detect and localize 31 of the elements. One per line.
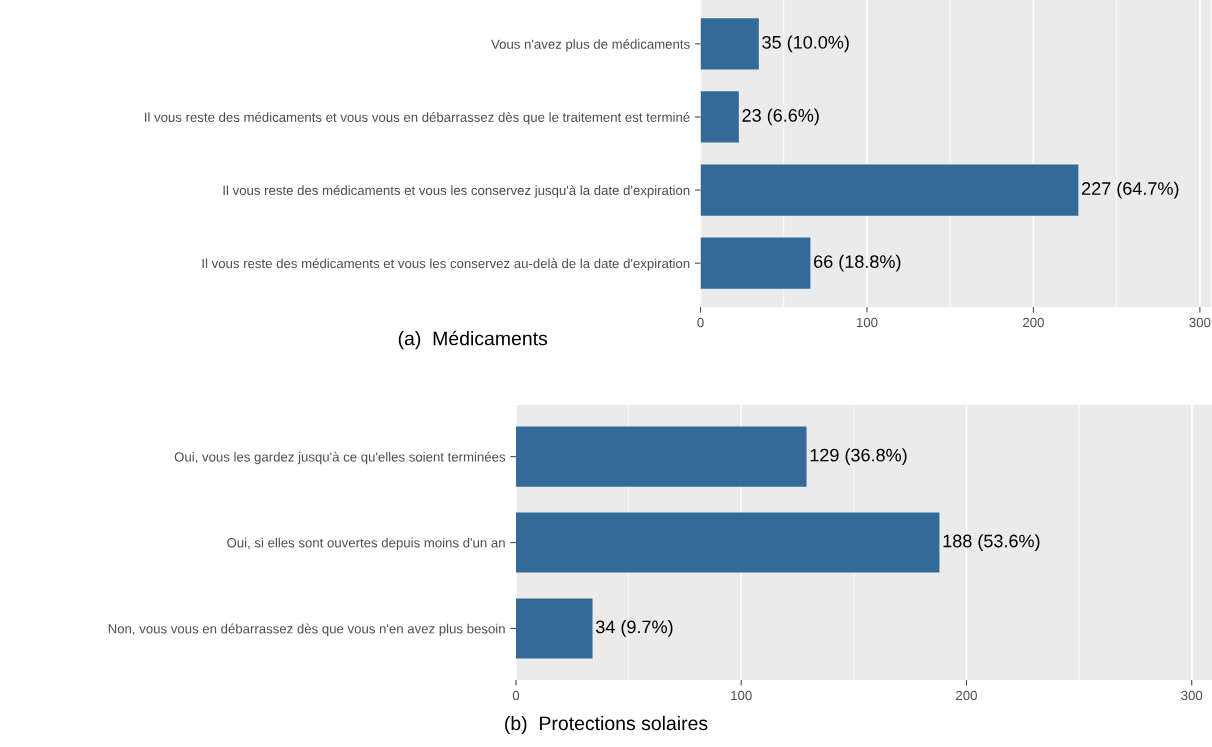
x-tick-label: 100 [731,690,752,701]
x-tick-label: 0 [512,690,520,701]
y-tick-label: Il vous reste des médicaments et vous les conservez au-delà de la date d'expiration [202,258,690,271]
y-tick-label: Il vous reste des médicaments et vous les conservez jusqu'à la date d'expiration [223,185,690,198]
bar [515,598,593,659]
bar [515,512,940,573]
text: (a) Médicaments [398,330,548,350]
x-tick-label: 200 [956,690,977,701]
y-tick-label: Non, vous vous en débarrassez dès que vous n'en avez plus besoin [108,623,505,637]
y-tick-label: Oui, si elles sont ouvertes depuis moins d'un an [227,537,505,551]
bar [700,164,1079,216]
y-tick-label: Vous n'avez plus de médicaments [491,39,690,52]
x-tick-label: 300 [1189,317,1211,328]
x-tick-label: 300 [1181,690,1203,701]
data-label: 227 (64.7%) [1082,181,1179,199]
data-label: 188 (53.6%) [943,534,1040,551]
data-label: 23 (6.6%) [742,108,819,126]
x-tick-label: 100 [856,317,878,328]
data-label: 129 (36.8%) [810,448,907,466]
data-label: 34 (9.7%) [596,620,673,637]
data-label: 35 (10.0%) [762,35,849,53]
text: (b) Protections solaires [505,715,708,735]
y-tick-label: Il vous reste des médicaments et vous vous en débarrassez dès que le traitement est terminé [145,112,690,125]
x-tick-label: 200 [1023,317,1044,328]
x-tick-label: 0 [697,317,704,328]
data-label: 66 (18.8%) [814,254,901,272]
bar [700,18,759,70]
bar [515,426,807,487]
y-tick-label: Oui, vous les gardez jusqu'à ce qu'elles soient terminées [174,451,506,465]
bar [700,91,739,143]
bar [700,237,811,289]
